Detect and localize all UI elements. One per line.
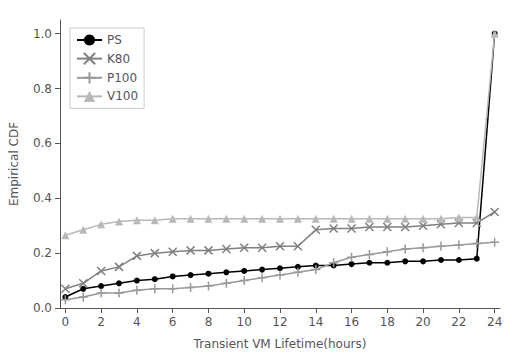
svg-text:0.6: 0.6 <box>33 136 52 150</box>
svg-text:Empirical CDF: Empirical CDF <box>7 122 21 206</box>
svg-text:0.0: 0.0 <box>33 301 52 315</box>
svg-text:18: 18 <box>380 315 395 329</box>
svg-text:PS: PS <box>107 33 122 47</box>
svg-text:0: 0 <box>62 315 70 329</box>
svg-text:0.8: 0.8 <box>33 82 52 96</box>
svg-text:6: 6 <box>169 315 177 329</box>
svg-text:2: 2 <box>97 315 105 329</box>
svg-text:1.0: 1.0 <box>33 27 52 41</box>
svg-text:16: 16 <box>344 315 359 329</box>
svg-text:12: 12 <box>272 315 287 329</box>
svg-text:V100: V100 <box>107 89 138 103</box>
svg-text:Transient VM Lifetime(hours): Transient VM Lifetime(hours) <box>193 337 367 351</box>
svg-text:K80: K80 <box>107 52 130 66</box>
svg-text:22: 22 <box>451 315 466 329</box>
svg-text:10: 10 <box>237 315 252 329</box>
svg-text:14: 14 <box>308 315 323 329</box>
svg-text:24: 24 <box>487 315 502 329</box>
svg-text:P100: P100 <box>107 71 137 85</box>
svg-text:0.2: 0.2 <box>33 246 52 260</box>
svg-text:8: 8 <box>205 315 213 329</box>
svg-text:4: 4 <box>133 315 141 329</box>
svg-text:20: 20 <box>415 315 430 329</box>
svg-text:0.4: 0.4 <box>33 191 52 205</box>
